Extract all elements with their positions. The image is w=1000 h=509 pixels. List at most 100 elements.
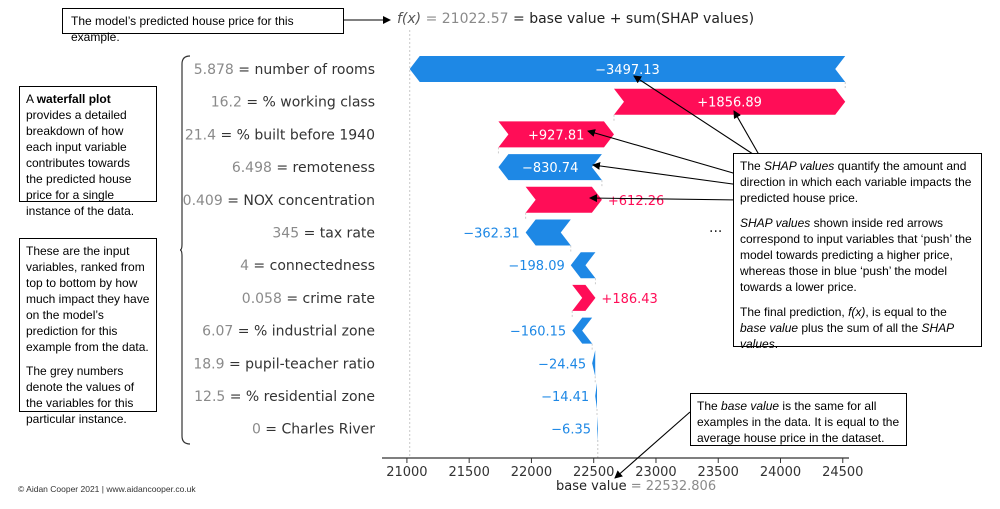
- negative-shap-bar: [597, 415, 598, 442]
- x-tick-label: 21500: [448, 465, 489, 480]
- shap-explanation-box: The SHAP values quantify the amount and …: [733, 153, 982, 351]
- fx-equation: = base value + sum(SHAP values): [508, 11, 755, 27]
- positive-shap-bar: [525, 186, 602, 213]
- x-tick-label: 21000: [386, 465, 427, 480]
- shap-p3-pre: The final prediction,: [740, 305, 849, 319]
- feature-label: 16.2 = % working class: [211, 95, 375, 111]
- feature-label: 0.058 = crime rate: [242, 291, 375, 307]
- explain-post: provides a detailed breakdown of how eac…: [26, 108, 135, 218]
- x-tick-label: 22000: [511, 465, 552, 480]
- callout-arrow: [589, 194, 741, 203]
- base-value-word: base value: [556, 479, 627, 494]
- feature-value: 6.07: [202, 324, 233, 340]
- feature-value: 345: [272, 226, 299, 242]
- negative-shap-bar: [595, 383, 598, 409]
- shap-p2-em: SHAP values: [740, 216, 811, 230]
- feature-name: = % industrial zone: [233, 324, 375, 340]
- feature-name: = crime rate: [282, 291, 375, 307]
- feature-label: 6.498 = remoteness: [232, 160, 375, 176]
- feature-name: = number of rooms: [234, 62, 375, 78]
- feature-label: 4 = connectedness: [240, 258, 375, 274]
- feature-label: 18.9 = pupil-teacher ratio: [193, 356, 375, 372]
- feature-value: 12.5: [194, 389, 225, 405]
- bar-layer: [409, 56, 846, 442]
- feature-name: = % residential zone: [225, 389, 375, 405]
- footer-credit: © Aidan Cooper 2021 | www.aidancooper.co…: [18, 484, 196, 494]
- shap-p3-post: .: [774, 337, 779, 351]
- shap-p1-em: SHAP values: [764, 159, 835, 173]
- feature-value: 0.058: [242, 291, 282, 307]
- shap-value-label: −362.31: [463, 227, 519, 242]
- callout-arrow: [633, 75, 763, 161]
- input-variables-box: These are the input variables, ranked fr…: [19, 238, 157, 426]
- explain-pre: A: [26, 92, 37, 106]
- shap-value-label: −198.09: [508, 259, 564, 274]
- feature-label: 0.409 = NOX concentration: [183, 193, 375, 209]
- feature-label: 345 = tax rate: [272, 226, 375, 242]
- fx-line: f(x) = 21022.57 = base value + sum(SHAP …: [397, 11, 754, 27]
- negative-shap-bar: [498, 154, 602, 181]
- feature-name: = pupil-teacher ratio: [225, 356, 375, 372]
- shap-value-label: +186.43: [601, 292, 657, 307]
- feature-label: 21.4 = % built before 1940: [185, 127, 375, 143]
- shap-value-label: +612.26: [608, 194, 664, 209]
- feature-name: = tax rate: [299, 226, 375, 242]
- base-pre: The: [697, 399, 722, 413]
- shap-p3-em1: f(x): [848, 305, 866, 319]
- base-post: is the same for all examples in the data…: [697, 399, 900, 445]
- positive-shap-bar: [572, 284, 596, 311]
- base-value-number: = 22532.806: [626, 479, 717, 494]
- callout-arrows: [344, 16, 763, 479]
- base-value-label: base value = 22532.806: [556, 479, 716, 494]
- grey-numbers-text: The grey numbers denote the values of th…: [26, 364, 135, 426]
- feature-name: = connectedness: [249, 258, 375, 274]
- negative-shap-bar: [409, 56, 846, 82]
- callout-arrow: [592, 161, 741, 186]
- feature-label: 0 = Charles River: [252, 422, 375, 438]
- feature-value: 6.498: [232, 160, 272, 176]
- shap-value-label: +927.81: [528, 128, 584, 143]
- shap-p3-em2: base value: [740, 321, 799, 335]
- shap-value-label: −6.35: [551, 423, 591, 438]
- callout-arrow: [614, 411, 691, 479]
- feature-value: 5.878: [194, 62, 234, 78]
- shap-p2-post: shown inside red arrows correspond to in…: [740, 216, 972, 294]
- shap-value-label: −14.41: [541, 390, 589, 405]
- ellipsis-text: ...: [709, 220, 723, 236]
- negative-shap-bar: [525, 219, 571, 246]
- feature-label-layer: −3497.13 5.878 = number of rooms +1856.89 1…: [183, 62, 762, 438]
- feature-label: 5.878 = number of rooms: [194, 62, 375, 78]
- feature-name: = % built before 1940: [216, 127, 375, 143]
- waterfall-explanation-box: A waterfall plot provides a detailed bre…: [19, 86, 157, 218]
- x-tick-label: 24500: [822, 465, 863, 480]
- x-tick-label: 24000: [760, 465, 801, 480]
- x-axis: 21000 21500 22000 22500 23000 23500 24000 24500: [382, 457, 863, 480]
- feature-name: = NOX concentration: [223, 193, 375, 209]
- shap-p3-em3: SHAP values: [740, 321, 954, 351]
- feature-value: 16.2: [211, 95, 242, 111]
- shap-p1-pre: The: [740, 159, 765, 173]
- prediction-callout-text: The model’s predicted house price for th…: [71, 14, 294, 44]
- shap-p3-mid2: plus the sum of all the: [798, 321, 922, 335]
- negative-shap-bar: [572, 317, 593, 344]
- base-em: base value: [721, 399, 780, 413]
- base-value-box: The base value is the same for all examp…: [690, 393, 907, 446]
- negative-shap-bar: [592, 350, 596, 377]
- shap-value-label: −24.45: [538, 357, 586, 372]
- x-tick-label: 23500: [698, 465, 739, 480]
- feature-value: 18.9: [193, 356, 224, 372]
- explain-bold: waterfall plot: [36, 92, 111, 106]
- prediction-callout-box: The model’s predicted house price for th…: [62, 8, 344, 44]
- x-tick-label: 23000: [635, 465, 676, 480]
- positive-shap-bar: [613, 88, 846, 115]
- shap-value-label: +1856.89: [697, 96, 762, 111]
- shap-value-label: −830.74: [522, 161, 578, 176]
- feature-value: 0.409: [183, 193, 223, 209]
- callout-arrow: [587, 129, 741, 176]
- feature-name: = % working class: [242, 95, 375, 111]
- input-variables-text: These are the input variables, ranked fr…: [26, 244, 150, 354]
- shap-p3-mid: , is equal to the: [865, 305, 947, 319]
- feature-name: = remoteness: [272, 160, 375, 176]
- fx-label: f(x): [397, 11, 422, 27]
